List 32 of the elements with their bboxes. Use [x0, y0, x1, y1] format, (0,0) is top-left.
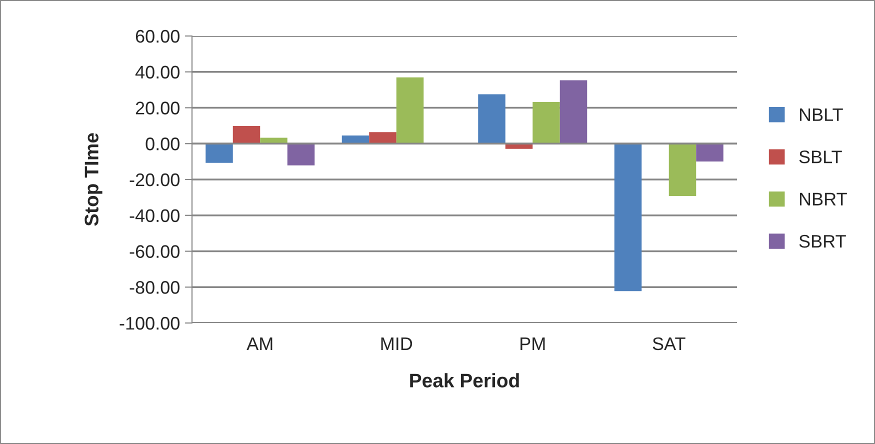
legend-label: NBRT [800, 192, 847, 206]
y-axis-title: Stop TIme [84, 133, 102, 226]
bar [342, 136, 370, 144]
x-axis-title: Peak Period [410, 373, 519, 388]
y-tick-label: -20.00 [130, 173, 180, 186]
y-tick-label: 20.00 [136, 102, 180, 114]
x-tick-label: PM [520, 338, 545, 350]
y-tick-label: 40.00 [135, 66, 180, 79]
bar [668, 144, 696, 196]
y-tick-label: -40.00 [130, 209, 180, 222]
legend-label: SBRT [799, 234, 846, 248]
bar [206, 144, 233, 163]
bar [478, 94, 506, 144]
bar [396, 77, 424, 144]
y-tick-label: -80.00 [130, 281, 180, 294]
x-tick-label: AM [246, 338, 272, 350]
bar [614, 144, 642, 292]
y-tick-label: -60.00 [130, 245, 180, 258]
y-tick-label: 60.00 [136, 30, 180, 43]
bar [287, 144, 315, 166]
bar [532, 102, 560, 144]
bar [696, 144, 724, 162]
legend-label: NBLT [800, 108, 843, 121]
bar [369, 132, 396, 144]
bar [232, 126, 260, 144]
bar [560, 80, 588, 144]
bar [260, 138, 288, 144]
legend-label: SBLT [799, 150, 842, 164]
y-tick-label: -100.00 [120, 316, 180, 330]
y-tick-label: 0.00 [146, 138, 180, 150]
x-tick-label: MID [381, 338, 412, 350]
x-tick-label: SAT [652, 337, 686, 350]
